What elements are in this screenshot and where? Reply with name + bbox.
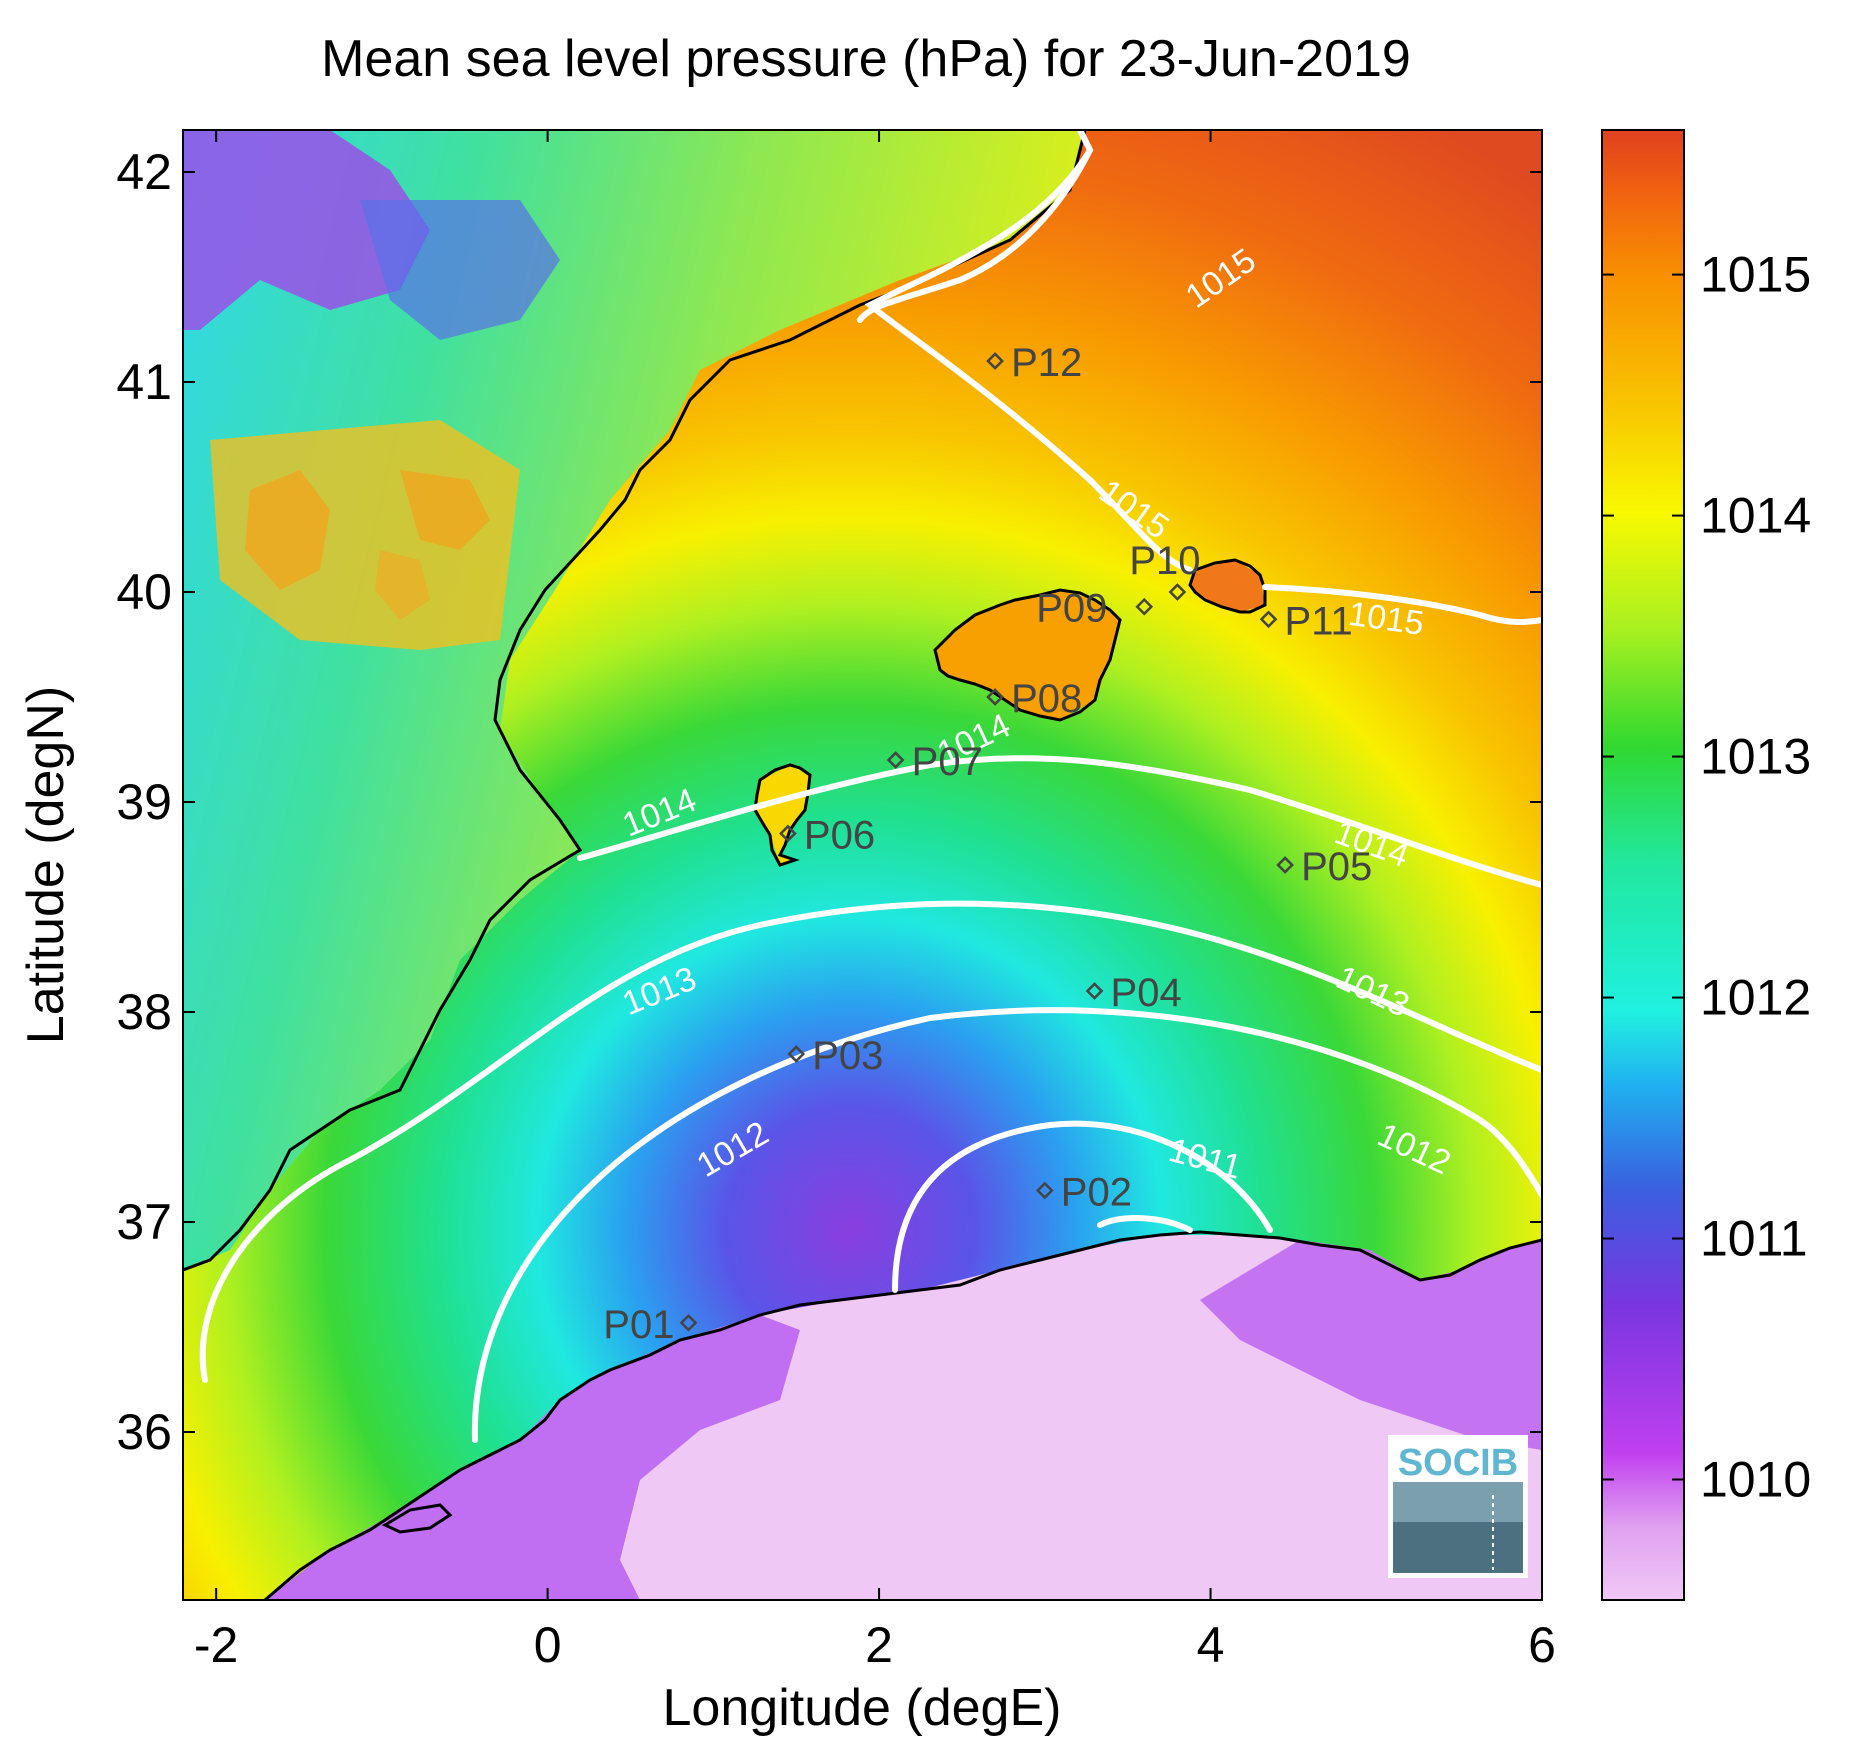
land-africa-east-purple (1200, 1240, 1542, 1450)
station-label: P06 (804, 814, 875, 858)
land-low-pressure-nw (183, 130, 430, 330)
station-label: P01 (603, 1303, 674, 1347)
pressure-field (183, 130, 1542, 1600)
station-marker (986, 352, 1004, 370)
station-label: P09 (1036, 587, 1107, 631)
x-tick-label: -2 (194, 1617, 238, 1673)
coastline-africa (264, 1230, 1542, 1600)
isobar-1015-top (857, 130, 1094, 323)
isobar-1015-east (1262, 584, 1542, 626)
isobar-1015-north (864, 130, 1193, 573)
y-axis-label: Latitude (degN) (17, 686, 75, 1044)
y-tick-label: 40 (116, 564, 172, 620)
station-label: P10 (1129, 539, 1200, 583)
colorbar: 1010 1011 1012 1013 1014 1015 (1601, 129, 1811, 1601)
stations: P01 P02 P03 P04 P05 P06 P07 P08 P09 P10 P11 P12 (603, 341, 1372, 1347)
coastline-mallorca (933, 588, 1122, 722)
x-tick-label: 6 (1528, 1617, 1556, 1673)
station-marker (1259, 610, 1278, 629)
station-marker (787, 1045, 806, 1063)
station-marker (1168, 583, 1187, 601)
x-axis-ticks: -2 0 2 4 6 (194, 130, 1556, 1673)
station-marker (1085, 982, 1104, 1000)
station-label: P08 (1011, 677, 1082, 721)
station-label: P03 (812, 1034, 883, 1078)
plot-frame (182, 129, 1543, 1601)
land-iberia (183, 130, 1085, 1270)
station-label: P12 (1011, 341, 1082, 385)
y-tick-label: 36 (116, 1404, 172, 1460)
station-marker (986, 688, 1004, 706)
station-marker (886, 751, 905, 769)
colorbar-gradient (1602, 130, 1684, 1600)
coastlines (183, 130, 1542, 1600)
land-highland-4 (210, 420, 520, 650)
x-axis-label: Longitude (degE) (663, 1679, 1062, 1737)
isobar-1011 (892, 1120, 1273, 1293)
x-tick-label: 2 (865, 1617, 893, 1673)
coastline-iberia (183, 130, 1087, 1272)
x-tick-label: 0 (534, 1617, 562, 1673)
station-marker (779, 824, 797, 843)
chart-title: Mean sea level pressure (hPa) for 23-Jun… (321, 30, 1411, 88)
island-menorca (1190, 560, 1265, 612)
station-label: P04 (1111, 971, 1182, 1015)
socib-logo: SOCIB (1388, 1435, 1528, 1578)
station-label: P07 (912, 740, 983, 784)
y-tick-label: 37 (116, 1194, 172, 1250)
station-label: P11 (1285, 599, 1353, 643)
land-africa-purple (265, 1315, 800, 1600)
island-ibiza (755, 765, 810, 865)
land-low-pressure-n (360, 200, 560, 340)
y-tick-label: 38 (116, 984, 172, 1040)
station-marker (1276, 856, 1294, 874)
isobars (199, 130, 1542, 1443)
coastline-ibiza (753, 763, 812, 867)
colorbar-ticks: 1010 1011 1012 1013 1014 1015 (1602, 247, 1811, 1508)
y-axis-ticks: 36 37 38 39 40 41 42 (116, 144, 1542, 1460)
station-marker (1035, 1181, 1054, 1200)
y-tick-label: 41 (116, 354, 172, 410)
station-marker (1135, 597, 1154, 616)
station-label: P05 (1301, 845, 1372, 889)
colorbar-tick-label: 1013 (1700, 729, 1811, 785)
colorbar-tick-label: 1012 (1700, 970, 1811, 1026)
colorbar-tick-label: 1015 (1700, 247, 1811, 303)
colorbar-tick-label: 1014 (1700, 488, 1811, 544)
colorbar-frame (1601, 129, 1685, 1601)
coastline-menorca (1188, 558, 1267, 614)
logo-text: SOCIB (1398, 1442, 1518, 1484)
isobar-1013 (199, 900, 1542, 1383)
isobar-1014 (577, 755, 1542, 888)
logo-sky (1393, 1482, 1523, 1522)
colorbar-tick-label: 1011 (1700, 1211, 1808, 1267)
station-marker (679, 1313, 698, 1332)
y-tick-label: 42 (116, 144, 172, 200)
isobar-1012 (471, 1007, 1542, 1443)
colorbar-tick-label: 1010 (1700, 1452, 1811, 1508)
y-tick-label: 39 (116, 774, 172, 830)
island-mallorca (935, 590, 1120, 720)
station-label: P02 (1061, 1171, 1132, 1215)
coastline-alboran-island (381, 1503, 453, 1534)
x-tick-label: 4 (1197, 1617, 1225, 1673)
